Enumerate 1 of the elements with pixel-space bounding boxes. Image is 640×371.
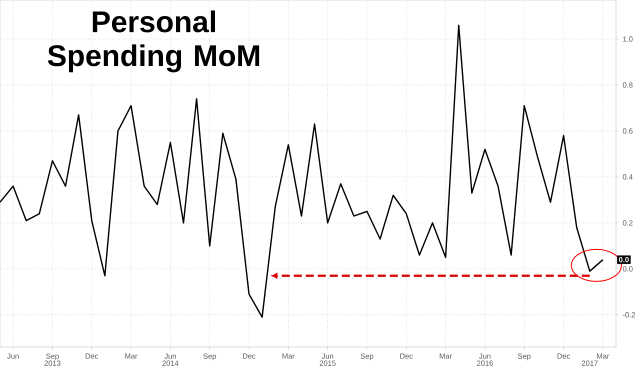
text: Personal Spending MoM xyxy=(48,10,260,72)
